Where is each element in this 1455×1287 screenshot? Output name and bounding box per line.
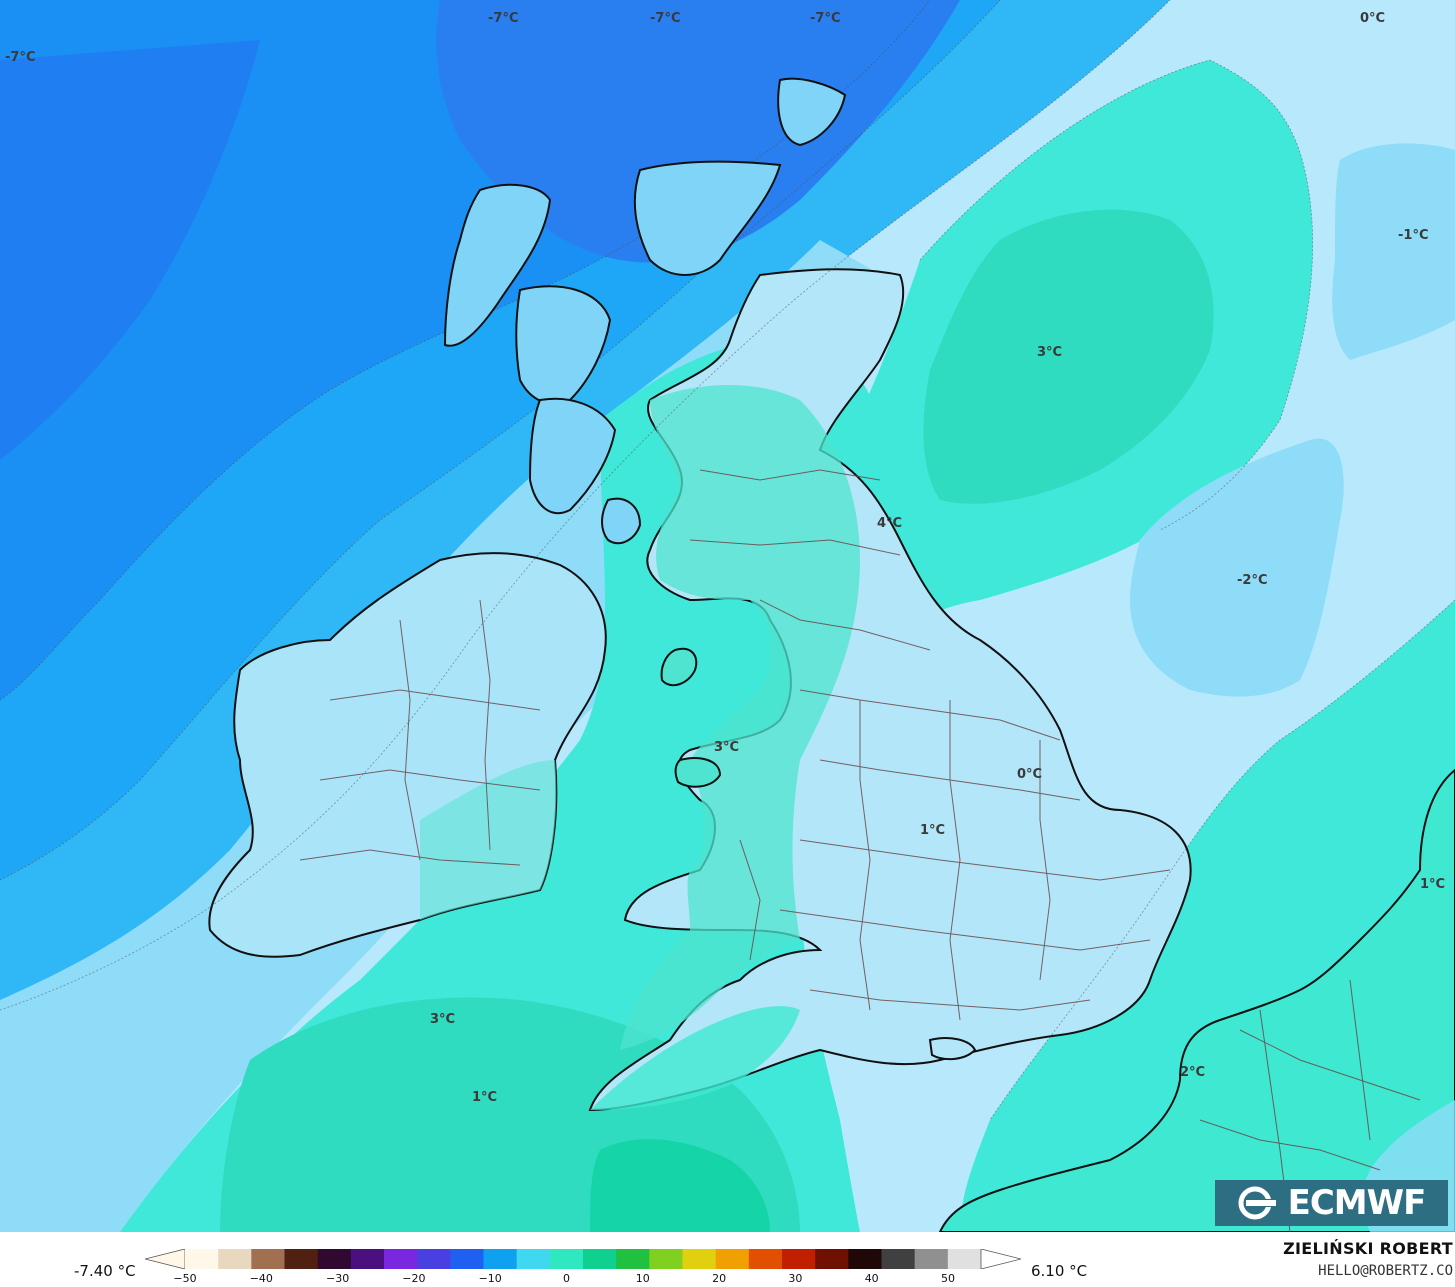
isotherm-label-12: 1°C [920,823,946,838]
isotherm-label-1: -7°C [488,11,519,26]
colorbar-cell [947,1249,982,1269]
isotherm-label-3: -7°C [810,11,841,26]
colorbar-cell [384,1249,418,1269]
isotherm-label-6: -1°C [1398,228,1429,243]
colorbar-cell [914,1249,949,1269]
colorbar-cell [450,1249,484,1269]
ecmwf-emblem-icon [1238,1186,1282,1220]
gb-southwest-mild [590,1006,800,1110]
isotherm-label-4: 0°C [1360,11,1386,26]
legend-tick-label: 50 [941,1272,955,1285]
author-credit: ZIELIŃSKI ROBERT [1283,1239,1453,1258]
colorbar-cell [583,1249,617,1269]
author-email[interactable]: HELLO@ROBERTZ.CO [1318,1263,1453,1279]
colorbar-cell [881,1249,916,1269]
continent-landmass [938,768,1455,1232]
colorbar-cell [782,1249,816,1269]
colorbar-cell [251,1249,285,1269]
isotherm-label-9: -2°C [1237,573,1268,588]
colorbar-high-arrow [980,1249,1021,1269]
warm-core-channel [590,1139,770,1232]
legend-max-label: 6.10 °C [1031,1262,1088,1280]
ireland-southeast-mild [420,760,557,920]
colorbar-cell [715,1249,750,1269]
isotherm-label-13: 1°C [1420,877,1446,892]
isotherm-label-8: 4°C [877,516,903,531]
isotherm-lines [0,0,1455,1121]
colorbar-cell [350,1249,385,1269]
colorbar-cell [682,1249,717,1269]
colorbar-cell [483,1249,518,1269]
colorbar-cell [516,1249,551,1269]
legend-tick-label: 40 [864,1272,879,1285]
ecmwf-logo: ECMWF [1215,1180,1448,1226]
anglesey [674,757,722,788]
isle-of-wight [928,1037,977,1061]
legend-tick-label: 10 [635,1272,650,1285]
legend-tick-label: −20 [402,1272,426,1285]
colorbar-cell [284,1249,319,1269]
isle-of-man [660,647,698,687]
colorbar-cell [317,1249,352,1269]
legend-tick-label: −40 [249,1272,273,1285]
isotherm-label-16: 1°C [472,1090,498,1105]
legend-tick-label: 0 [563,1272,570,1285]
colorbar-cell [649,1249,683,1269]
colorbar-cell [417,1249,451,1269]
cold-band-far-west [0,40,260,460]
isotherm-label-5: -7°C [5,50,36,65]
colorbar-cells [185,1249,982,1269]
isotherm-label-10: 3°C [714,740,740,755]
colorbar-cell [748,1249,783,1269]
colorbar-low-arrow [145,1249,186,1269]
temperature-map [0,0,1455,1232]
legend-tick-label: 20 [712,1272,727,1285]
isotherm-label-11: 0°C [1017,767,1043,782]
isotherm-label-15: 2°C [1180,1065,1206,1080]
ecmwf-logo-text: ECMWF [1287,1183,1427,1223]
colorbar-cell [848,1249,882,1269]
legend-colorbar [145,1249,1021,1269]
northern-islands [443,77,847,545]
isotherm-label-14: 3°C [430,1012,456,1027]
region-boundaries [299,469,1421,1232]
cool-patch-north-sea [1130,438,1344,697]
legend-tick-label: −30 [325,1272,350,1285]
cool-patch-north-east [1332,143,1455,360]
warm-core-east [923,209,1214,504]
legend-tick-label: −50 [173,1272,197,1285]
colorbar-cell [815,1249,849,1269]
legend-min-label: -7.40 °C [74,1262,136,1280]
colorbar-cell [185,1249,219,1269]
cold-band-northeast-core [436,0,960,263]
isotherm-label-7: 3°C [1037,345,1063,360]
colorbar-cell [616,1249,650,1269]
gb-mild-west [620,385,860,1050]
legend-tick-label: 30 [788,1272,803,1285]
colorbar-cell [218,1249,252,1269]
colorbar-cell [549,1249,584,1269]
legend-tick-label: −10 [478,1272,502,1285]
isotherm-label-2: -7°C [650,11,681,26]
